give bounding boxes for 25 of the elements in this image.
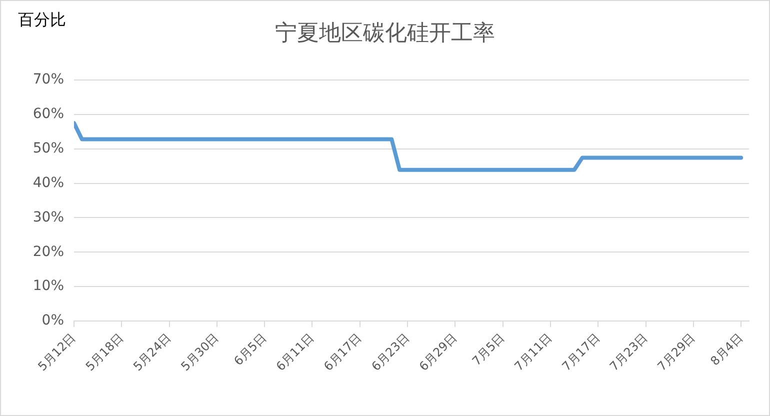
x-tick-label: 7月5日 <box>469 330 508 368</box>
y-tick-label: 20% <box>32 244 64 260</box>
y-tick-label: 70% <box>32 72 64 88</box>
chart-title: 宁夏地区碳化硅开工率 <box>275 21 495 46</box>
x-tick-label: 7月17日 <box>559 330 602 374</box>
x-tick-label: 6月11日 <box>274 330 317 374</box>
y-tick-label: 30% <box>32 209 64 226</box>
x-tick-label: 8月4日 <box>708 330 746 368</box>
x-tick-label: 5月30日 <box>178 330 222 374</box>
y-tick-label: 50% <box>32 140 64 156</box>
x-tick-label: 5月24日 <box>130 330 174 374</box>
x-tick-label: 6月23日 <box>368 330 412 374</box>
x-tick-label: 5月18日 <box>82 330 126 374</box>
x-tick-label: 6月29日 <box>416 330 460 374</box>
y-axis-title: 百分比 <box>18 10 66 31</box>
x-tick-label: 5月12日 <box>35 330 78 374</box>
y-tick-label: 0% <box>42 312 64 329</box>
y-tick-label: 60% <box>32 106 64 122</box>
x-tick-label: 6月17日 <box>321 330 364 374</box>
x-tick-label: 7月29日 <box>654 330 698 374</box>
y-tick-label: 10% <box>32 278 64 294</box>
x-tick-label: 7月23日 <box>607 330 650 374</box>
x-tick-label: 6月5日 <box>231 330 269 368</box>
x-tick-label: 7月11日 <box>512 330 555 374</box>
y-tick-label: 40% <box>32 174 64 191</box>
